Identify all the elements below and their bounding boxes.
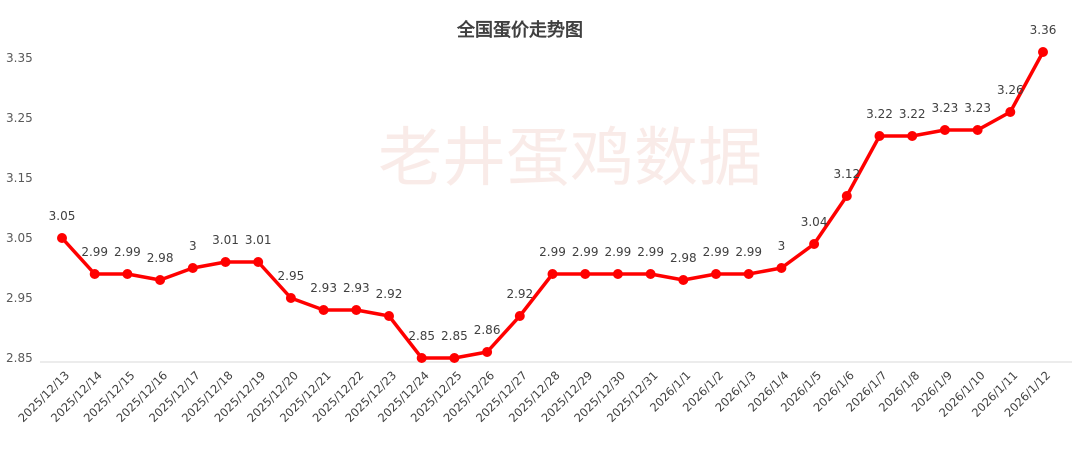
- y-tick-label: 2.95: [6, 291, 33, 305]
- chart-title: 全国蛋价走势图: [456, 19, 583, 41]
- data-label: 3.01: [245, 233, 272, 247]
- data-point: [612, 269, 623, 279]
- data-point: [776, 263, 787, 273]
- data-point: [907, 131, 918, 141]
- data-label: 3.26: [997, 83, 1024, 97]
- data-label: 2.92: [506, 287, 533, 301]
- data-label: 2.95: [278, 269, 305, 283]
- data-point: [89, 269, 100, 279]
- y-tick-label: 3.35: [6, 51, 33, 65]
- data-label: 2.99: [572, 245, 599, 259]
- data-label: 2.99: [605, 245, 632, 259]
- data-label: 3.23: [964, 101, 991, 115]
- data-label: 2.93: [310, 281, 337, 295]
- data-label: 3.23: [932, 101, 959, 115]
- data-label: 2.86: [474, 323, 501, 337]
- data-point: [939, 125, 950, 135]
- data-point: [841, 191, 852, 201]
- data-point: [122, 269, 133, 279]
- data-point: [155, 275, 166, 285]
- data-label: 2.99: [703, 245, 730, 259]
- data-label: 3.22: [866, 107, 893, 121]
- data-label: 2.98: [670, 251, 697, 265]
- data-point: [351, 305, 362, 315]
- data-labels: 3.05 2.99 2.99 2.98 3 3.01 3.01 2.95 2.93 2.93 2.9…: [49, 23, 1057, 343]
- data-label: 2.92: [376, 287, 403, 301]
- data-point: [416, 353, 427, 363]
- data-point: [187, 263, 198, 273]
- data-label: 3.04: [801, 215, 828, 229]
- data-label: 2.99: [735, 245, 762, 259]
- data-point: [678, 275, 689, 285]
- data-label: 3: [778, 239, 786, 253]
- data-label: 3.36: [1030, 23, 1057, 37]
- data-label: 3.01: [212, 233, 239, 247]
- data-point: [580, 269, 591, 279]
- price-series: [57, 47, 1048, 363]
- data-point: [57, 233, 67, 243]
- data-label: 2.99: [81, 245, 108, 259]
- x-axis: 2025/12/132025/12/142025/12/152025/12/16…: [15, 361, 1072, 425]
- series-line: [60, 50, 1045, 360]
- data-label: 2.99: [114, 245, 141, 259]
- data-point: [253, 257, 264, 267]
- data-point: [743, 269, 754, 279]
- y-axis: 2.85 2.95 3.05 3.15 3.25 3.35: [6, 51, 33, 365]
- data-point: [220, 257, 231, 267]
- data-point: [449, 353, 460, 363]
- y-tick-label: 2.85: [6, 351, 33, 365]
- data-point: [874, 131, 885, 141]
- data-point: [384, 311, 394, 321]
- data-point: [482, 347, 493, 357]
- data-label: 2.85: [441, 329, 468, 343]
- y-tick-label: 3.25: [6, 111, 33, 125]
- watermark-text: 老井蛋鸡数据: [378, 122, 762, 196]
- data-label: 3.22: [899, 107, 926, 121]
- data-point: [514, 311, 525, 321]
- data-point: [1038, 47, 1048, 57]
- data-point: [711, 269, 721, 279]
- data-label: 2.98: [147, 251, 174, 265]
- y-tick-label: 3.15: [6, 171, 33, 185]
- data-point: [285, 293, 296, 303]
- data-label: 2.99: [539, 245, 566, 259]
- data-point: [809, 239, 820, 249]
- data-label: 3.12: [833, 167, 860, 181]
- data-label: 3.05: [49, 209, 76, 223]
- data-point: [547, 269, 558, 279]
- data-label: 2.99: [637, 245, 664, 259]
- data-point: [1005, 107, 1016, 117]
- data-label: 3: [189, 239, 197, 253]
- data-label: 2.85: [408, 329, 435, 343]
- y-tick-label: 3.05: [6, 231, 33, 245]
- data-label: 2.93: [343, 281, 370, 295]
- data-point: [645, 269, 656, 279]
- data-point: [972, 125, 983, 135]
- data-point: [318, 305, 329, 315]
